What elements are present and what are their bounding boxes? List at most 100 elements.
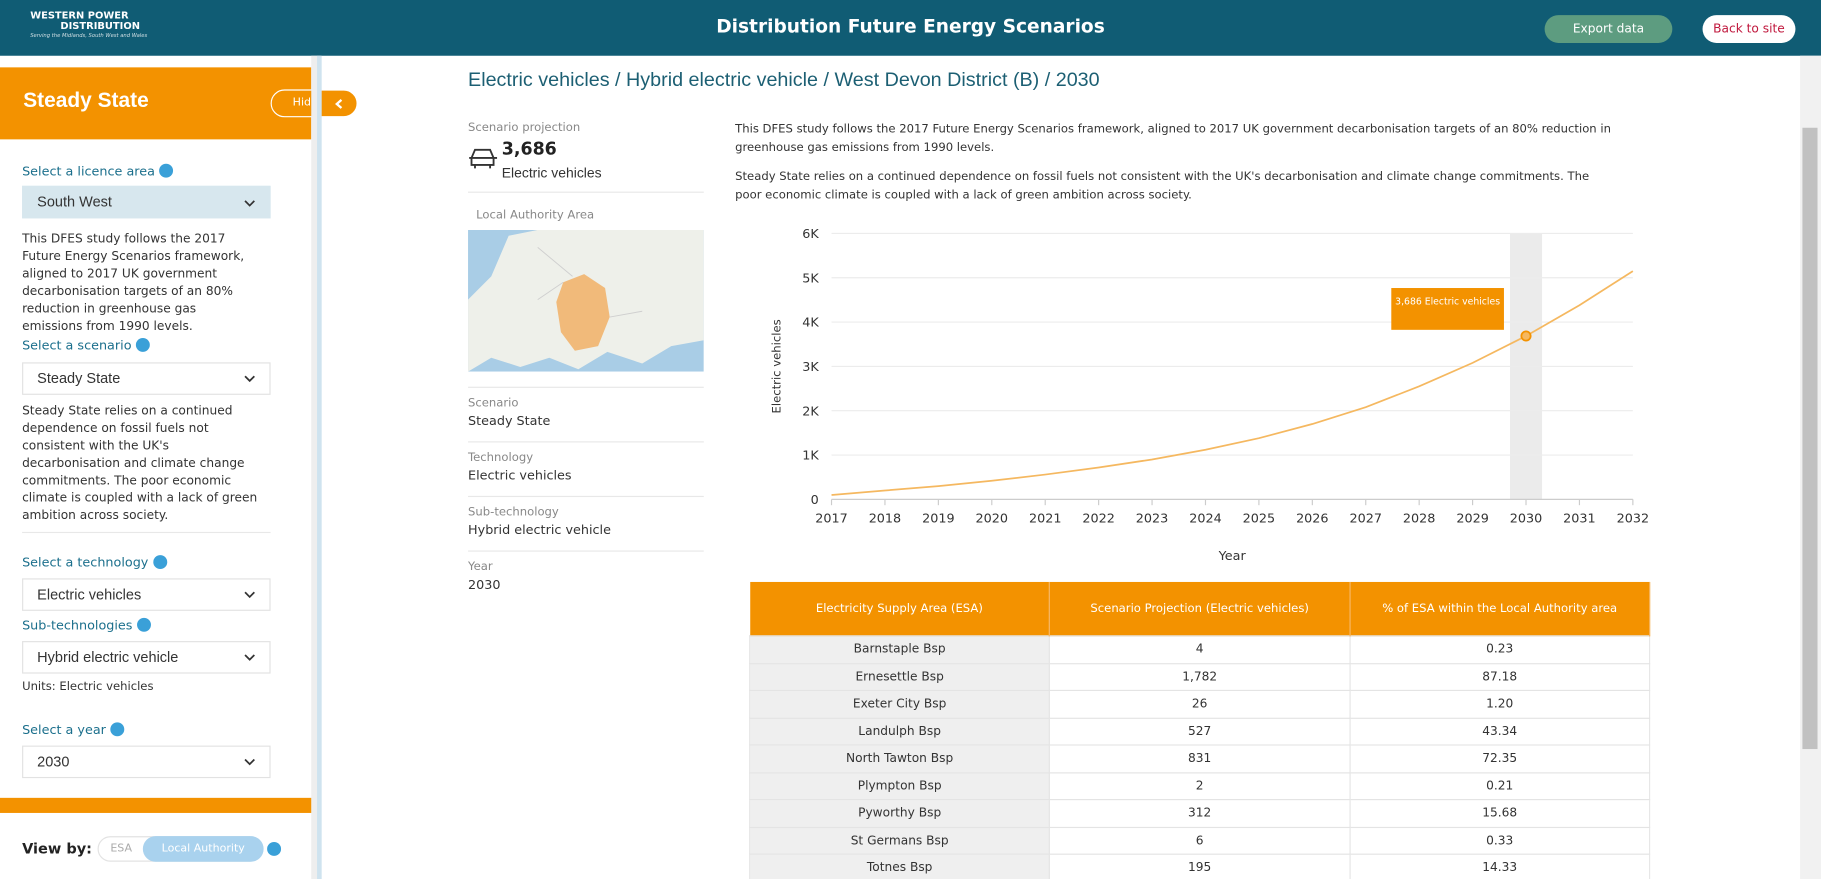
chart: 0 1K 2K 3K 4K 5K 6K 2017 2018 2019 2020 2021 2022 202… [769,227,1649,564]
table-cell: Exeter City Bsp [749,689,1051,719]
label-text: Select a scenario [22,337,132,354]
toggle-option[interactable]: ESA [110,841,133,855]
detail-label: Sub-technology [468,506,559,520]
help-icon[interactable] [136,337,151,352]
table-cell: Barnstaple Bsp [749,635,1051,664]
x-tick-label: 2025 [1243,512,1276,527]
header [0,0,1821,56]
x-axis-label: Year [1218,549,1247,564]
table-cell: 1.20 [1349,689,1651,719]
detail-value: Hybrid electric vehicle [468,522,611,538]
sidebar-scrollbar [311,55,321,879]
table-cell: Pyworthy Bsp [749,799,1051,828]
table-cell: 87.18 [1349,662,1651,691]
projection-label: Scenario projection [468,121,581,135]
table-cell: 26 [1049,689,1351,719]
help-icon[interactable] [110,722,125,737]
header-cell: Scenario Projection (Electric vehicles) [1049,581,1351,636]
help-icon[interactable] [137,617,152,632]
table-cell: 6 [1049,826,1351,855]
detail-value: Steady State [468,413,551,429]
scroll-thumb[interactable] [1802,127,1818,750]
x-tick-label: 2021 [1029,512,1062,527]
car-icon [469,148,498,169]
toggle-option-active[interactable]: Local Authority [142,836,264,862]
view-by-label: View by: [22,839,93,858]
y-tick-label: 3K [802,360,819,375]
table-cell: 15.68 [1349,799,1651,828]
table-cell: 312 [1049,799,1351,828]
table-cell: 72.35 [1349,744,1651,773]
x-tick-label: 2028 [1403,512,1435,527]
chevron [335,99,343,109]
field-label: Select a technology [22,555,167,570]
x-tick-label: 2026 [1296,512,1328,527]
field-label: Sub-technologies [22,617,152,633]
units: Units: Electric vehicles [22,680,154,694]
projection-value: 3,686 [501,138,557,160]
sidebar-edge [317,55,322,879]
detail: Scenario Steady State [468,386,704,442]
detail: Sub-technology Hybrid electric vehicle [468,495,704,551]
esa-table: Electricity Supply Area (ESA) Scenario Pr… [749,581,1651,879]
details: Scenario Steady State Technology Electric v… [468,386,704,605]
x-tick-label: 2027 [1349,512,1381,527]
page-title: Electric vehicles / Hybrid electric vehi… [468,68,1100,91]
table-cell: 1,782 [1049,662,1351,691]
projection-unit: Electric vehicles [501,164,602,182]
table-row: St Germans Bsp 6 0.33 [749,826,1651,855]
x-tick-label: 2024 [1189,512,1222,527]
licence-select[interactable]: South West [22,185,271,219]
table-cell: 195 [1049,853,1351,879]
export-button[interactable]: Export data [1544,15,1673,43]
y-tick-label: 5K [802,271,819,286]
table-row: Ernesettle Bsp 1,782 87.18 [749,662,1651,691]
table-cell: 14.33 [1349,853,1651,879]
x-tick-label: 2030 [1510,512,1543,527]
y-tick-label: 4K [802,316,819,331]
x-tick-label: 2017 [815,512,848,527]
detail-value: Electric vehicles [468,468,572,484]
sidebar-band [0,797,312,813]
x-tick-label: 2022 [1082,512,1115,527]
back-button[interactable]: Back to site [1702,15,1796,43]
year-select[interactable]: 2030 [22,745,271,779]
help-icon[interactable] [153,555,167,570]
logo-line: DISTRIBUTION [60,20,140,33]
table-cell: 43.34 [1349,717,1651,746]
label-text: Select a year [22,722,106,738]
table-cell: 831 [1049,744,1351,773]
field-label: Select a licence area [22,163,174,179]
field-label: Select a scenario [22,337,151,354]
subtech-select[interactable]: Hybrid electric vehicle [22,641,271,674]
help-icon[interactable] [267,841,282,856]
view-toggle: ESA Local Authority [97,836,264,862]
table-cell: Ernesettle Bsp [749,662,1051,691]
x-tick-label: 2029 [1456,512,1489,527]
paragraph: Steady State relies on a continued depen… [735,170,1590,203]
table-row: Exeter City Bsp 26 1.20 [749,689,1651,719]
label-text: Select a technology [22,555,149,571]
field-label: Select a year [22,722,125,738]
technology-select[interactable]: Electric vehicles [22,578,271,611]
table-cell: 0.21 [1349,771,1651,801]
y-axis-label: Electric vehicles [769,319,783,413]
header-cell: % of ESA within the Local Authority area [1349,581,1651,636]
x-tick-label: 2018 [869,512,902,527]
y-tick-label: 6K [802,227,819,242]
table-row: North Tawton Bsp 831 72.35 [749,744,1651,773]
table-header: Electricity Supply Area (ESA) Scenario Pr… [749,581,1651,636]
y-tick-label: 1K [802,449,819,464]
table-cell: 0.23 [1349,635,1651,664]
label-text: Select a licence area [22,163,155,179]
x-tick-label: 2031 [1563,512,1596,527]
y-tick-label: 0 [811,493,819,508]
tagline: Serving the Midlands, South West and Wal… [30,33,148,40]
help-icon[interactable] [159,163,174,178]
table-cell: Totnes Bsp [749,853,1051,879]
area-label: Local Authority Area [476,209,595,222]
scenario-select[interactable]: Steady State [22,362,271,395]
table-row: Landulph Bsp 527 43.34 [749,717,1651,746]
table-cell: 2 [1049,771,1351,801]
